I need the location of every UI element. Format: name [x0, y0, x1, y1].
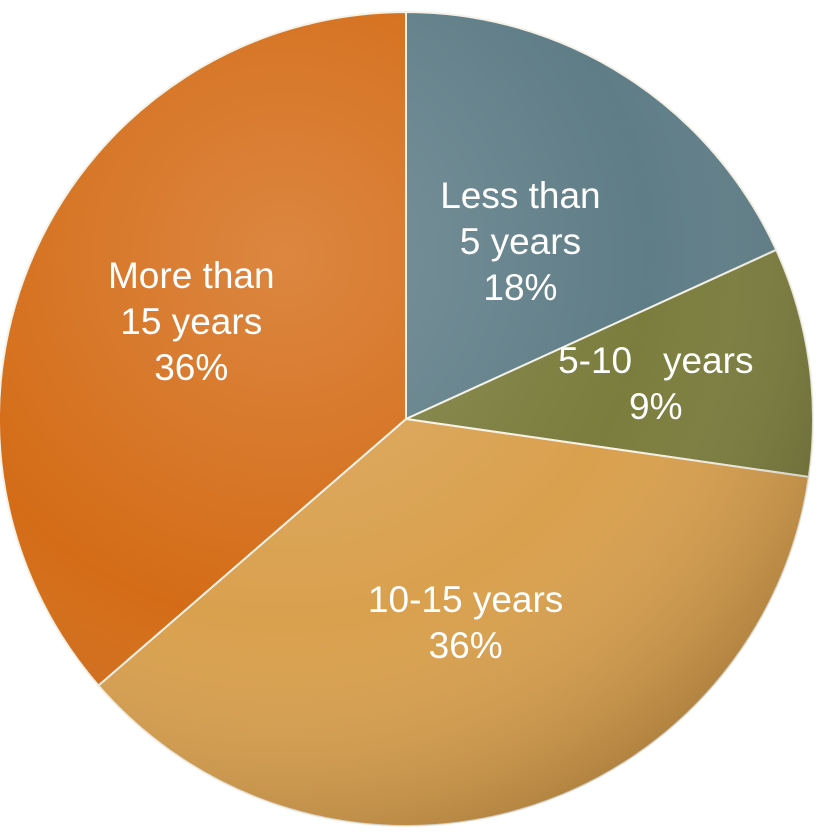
slice-category: More than — [108, 255, 275, 296]
slice-label: More than 15 years 36% — [108, 255, 275, 388]
pie-labels: Less than 5 years 18%5-10 years 9% 10-15 yea… — [108, 175, 753, 666]
slice-label: 5-10 years 9% — [558, 340, 753, 427]
slice-percent: 18% — [483, 267, 557, 308]
pie-slices — [0, 10, 814, 827]
slice-percent: 9% — [629, 386, 682, 427]
slice-category: 5 years — [460, 221, 581, 262]
slice-category: 10-15 years — [368, 579, 563, 620]
slice-percent: 36% — [429, 625, 503, 666]
slice-category: 5-10 years — [558, 340, 753, 381]
slice-label: 10-15 years 36% — [368, 579, 563, 666]
slice-category: 15 years — [120, 301, 262, 342]
slice-label: Less than 5 years 18% — [440, 175, 600, 308]
slice-percent: 36% — [154, 347, 228, 388]
slice-category: Less than — [440, 175, 600, 216]
